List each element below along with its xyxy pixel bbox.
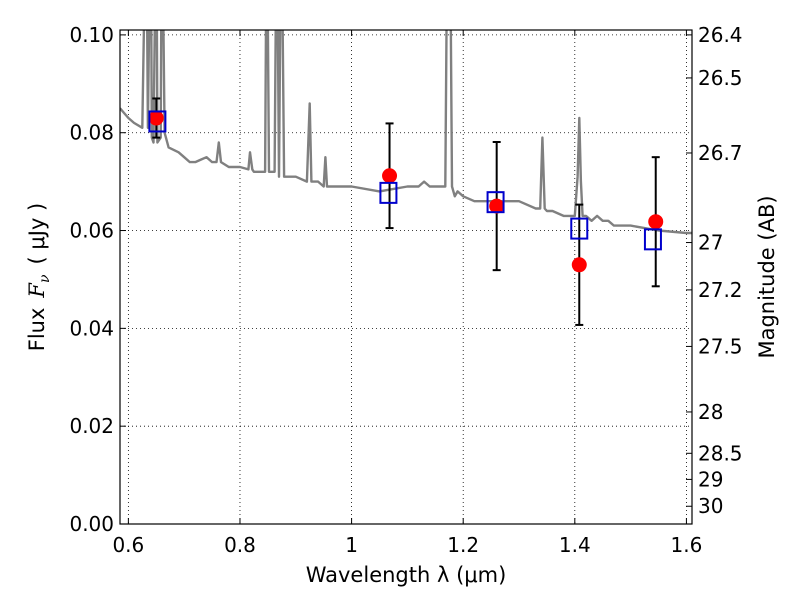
model-point bbox=[148, 110, 167, 133]
right-axis-label: Magnitude (AB) bbox=[755, 195, 779, 358]
y-tick-label: 0.10 bbox=[69, 23, 114, 47]
y-tick-label: 0.00 bbox=[69, 512, 114, 536]
model-point bbox=[570, 217, 589, 240]
x-tick-label: 1.6 bbox=[671, 533, 703, 557]
x-axis-label: Wavelength λ (μm) bbox=[306, 563, 507, 587]
right-tick-label: 28.5 bbox=[698, 441, 743, 465]
observed-point bbox=[648, 214, 664, 230]
x-tick-label: 0.8 bbox=[224, 533, 256, 557]
x-tick-label: 1 bbox=[345, 533, 358, 557]
right-tick-label: 26.7 bbox=[698, 141, 743, 165]
right-tick-label: 27.2 bbox=[698, 278, 743, 302]
observed-point bbox=[148, 110, 164, 126]
y-tick-label: 0.06 bbox=[69, 219, 114, 243]
right-tick-label: 30 bbox=[698, 494, 723, 518]
y-tick-label: 0.08 bbox=[69, 121, 114, 145]
plot-frame bbox=[119, 29, 693, 525]
spectrum-line bbox=[120, 30, 692, 235]
y-axis-label: FluxFν( μJy ) bbox=[25, 203, 53, 351]
x-tick-label: 1.4 bbox=[559, 533, 591, 557]
axis-layer: 0.6 0.8 1 1.2 1.4 1.6 0.00 0.02 0.04 0.06 0.08 0.10… bbox=[69, 23, 742, 557]
observed-point bbox=[571, 257, 587, 273]
right-tick-label: 27 bbox=[698, 231, 723, 255]
model-point bbox=[643, 228, 662, 251]
observed-point bbox=[382, 168, 398, 184]
y-tick-label: 0.04 bbox=[69, 316, 114, 340]
right-tick-label: 26.4 bbox=[698, 23, 743, 47]
y-tick-label: 0.02 bbox=[69, 414, 114, 438]
plot-layer bbox=[120, 30, 692, 235]
right-tick-label: 26.5 bbox=[698, 66, 743, 90]
right-tick-label: 28 bbox=[698, 400, 723, 424]
right-tick-label: 27.5 bbox=[698, 334, 743, 358]
right-tick-label: 29 bbox=[698, 467, 723, 491]
model-point bbox=[486, 191, 505, 214]
x-tick-label: 0.6 bbox=[112, 533, 144, 557]
model-point bbox=[379, 181, 398, 204]
marker-layer bbox=[148, 97, 664, 326]
observed-point bbox=[489, 198, 505, 214]
x-tick-label: 1.2 bbox=[447, 533, 479, 557]
